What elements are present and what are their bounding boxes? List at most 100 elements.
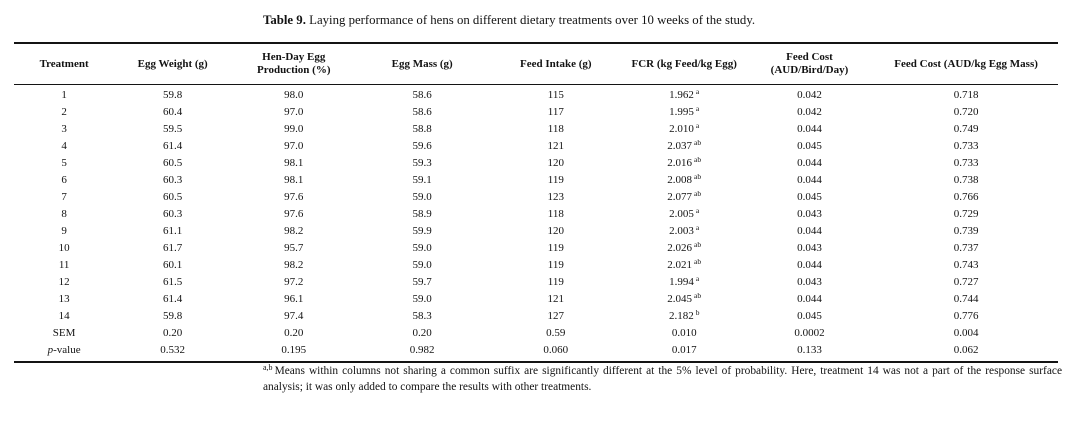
row-label: 5 bbox=[61, 157, 67, 169]
row-label: p-value bbox=[47, 344, 81, 356]
significance-superscript: ab bbox=[694, 155, 702, 164]
cell: 97.0 bbox=[284, 140, 304, 152]
cell: 0.044 bbox=[797, 225, 822, 237]
significance-superscript: ab bbox=[694, 291, 702, 300]
cell: 58.3 bbox=[412, 310, 432, 322]
column-header: Egg Mass (g) bbox=[356, 43, 488, 85]
cell: 59.0 bbox=[412, 293, 432, 305]
cell-fcr: 1.995 a bbox=[669, 104, 700, 118]
cell: 59.0 bbox=[412, 259, 432, 271]
row-label: SEM bbox=[52, 327, 76, 339]
table-row: 1 59.8 98.0 58.6 115 1.962 a 0.042 0.718 bbox=[14, 85, 1058, 105]
cell: 98.0 bbox=[284, 89, 304, 101]
table-row: 13 61.4 96.1 59.0 121 2.045 ab 0.044 0.744 bbox=[14, 291, 1058, 308]
table-body: 1 59.8 98.0 58.6 115 1.962 a 0.042 0.718 2 60.4 97.… bbox=[14, 85, 1058, 363]
cell-fcr: 0.010 bbox=[671, 327, 697, 339]
cell: 0.59 bbox=[546, 327, 566, 339]
cell: 0.044 bbox=[797, 174, 822, 186]
significance-superscript: a bbox=[695, 206, 700, 215]
cell: 0.043 bbox=[797, 276, 822, 288]
cell: 0.733 bbox=[953, 157, 979, 169]
cell-fcr: 2.037 ab bbox=[667, 138, 702, 152]
cell: 58.8 bbox=[412, 123, 432, 135]
cell: 0.766 bbox=[953, 191, 979, 203]
row-label: 2 bbox=[61, 106, 67, 118]
cell: 0.729 bbox=[953, 208, 979, 220]
cell: 118 bbox=[547, 123, 564, 135]
cell: 121 bbox=[547, 140, 565, 152]
cell: 95.7 bbox=[284, 242, 304, 254]
cell: 0.720 bbox=[953, 106, 979, 118]
cell: 0.062 bbox=[953, 344, 979, 356]
cell: 0.044 bbox=[797, 157, 822, 169]
cell: 0.744 bbox=[953, 293, 979, 305]
cell: 0.043 bbox=[797, 242, 822, 254]
cell: 0.004 bbox=[953, 327, 979, 339]
cell-fcr: 1.962 a bbox=[669, 87, 700, 101]
significance-superscript: ab bbox=[694, 240, 702, 249]
cell: 0.044 bbox=[797, 123, 822, 135]
cell: 98.2 bbox=[284, 225, 304, 237]
cell: 119 bbox=[547, 242, 564, 254]
cell: 97.4 bbox=[284, 310, 304, 322]
table-row: p-value 0.532 0.195 0.982 0.060 0.017 0.133 0.0… bbox=[14, 342, 1058, 362]
cell-fcr: 2.008 ab bbox=[667, 172, 702, 186]
cell-fcr: 2.182 b bbox=[668, 308, 700, 322]
row-label: 1 bbox=[61, 89, 67, 101]
cell: 119 bbox=[547, 174, 564, 186]
header-row: Treatment Egg Weight (g) Hen-Day Egg Produ… bbox=[14, 43, 1058, 85]
row-label: 12 bbox=[58, 276, 70, 288]
cell: 120 bbox=[547, 157, 565, 169]
significance-superscript: ab bbox=[694, 257, 702, 266]
cell-fcr: 2.021 ab bbox=[667, 257, 702, 271]
cell: 0.737 bbox=[953, 242, 979, 254]
table-row: 9 61.1 98.2 59.9 120 2.003 a 0.044 0.739 bbox=[14, 223, 1058, 240]
cell: 0.20 bbox=[412, 327, 432, 339]
cell: 0.718 bbox=[953, 89, 979, 101]
laying-performance-table: Treatment Egg Weight (g) Hen-Day Egg Produ… bbox=[14, 42, 1058, 363]
table-row: 3 59.5 99.0 58.8 118 2.010 a 0.044 0.749 bbox=[14, 121, 1058, 138]
table-row: SEM 0.20 0.20 0.20 0.59 0.010 0.0002 0.004 bbox=[14, 325, 1058, 342]
cell: 61.7 bbox=[163, 242, 183, 254]
cell: 97.6 bbox=[284, 191, 304, 203]
cell: 59.6 bbox=[412, 140, 432, 152]
cell: 61.1 bbox=[163, 225, 183, 237]
cell: 59.1 bbox=[412, 174, 432, 186]
row-label: 13 bbox=[58, 293, 70, 305]
cell: 58.6 bbox=[412, 106, 432, 118]
column-header: Hen-Day Egg Production (%) bbox=[231, 43, 357, 85]
cell: 119 bbox=[547, 276, 564, 288]
cell: 0.776 bbox=[953, 310, 979, 322]
row-label: 4 bbox=[61, 140, 67, 152]
cell: 0.0002 bbox=[794, 327, 825, 339]
row-label: 10 bbox=[58, 242, 70, 254]
cell: 98.1 bbox=[284, 157, 304, 169]
cell: 60.4 bbox=[163, 106, 183, 118]
cell: 0.045 bbox=[797, 310, 822, 322]
cell: 61.4 bbox=[163, 293, 183, 305]
cell: 60.3 bbox=[163, 174, 183, 186]
table-row: 10 61.7 95.7 59.0 119 2.026 ab 0.043 0.737 bbox=[14, 240, 1058, 257]
cell: 58.6 bbox=[412, 89, 432, 101]
cell-fcr: 2.016 ab bbox=[667, 155, 702, 169]
table-row: 2 60.4 97.0 58.6 117 1.995 a 0.042 0.720 bbox=[14, 104, 1058, 121]
cell: 60.5 bbox=[163, 157, 183, 169]
significance-superscript: ab bbox=[694, 189, 702, 198]
cell: 117 bbox=[547, 106, 564, 118]
row-label: 11 bbox=[58, 259, 70, 271]
cell: 0.749 bbox=[953, 123, 979, 135]
table-row: 8 60.3 97.6 58.9 118 2.005 a 0.043 0.729 bbox=[14, 206, 1058, 223]
cell: 0.739 bbox=[953, 225, 979, 237]
significance-superscript: ab bbox=[694, 172, 702, 181]
cell: 120 bbox=[547, 225, 565, 237]
cell: 96.1 bbox=[284, 293, 304, 305]
table-row: 4 61.4 97.0 59.6 121 2.037 ab 0.045 0.733 bbox=[14, 138, 1058, 155]
cell: 97.6 bbox=[284, 208, 304, 220]
cell: 118 bbox=[547, 208, 564, 220]
column-header: Feed Cost (AUD/Bird/Day) bbox=[744, 43, 875, 85]
row-label: 6 bbox=[61, 174, 67, 186]
significance-superscript: b bbox=[695, 308, 700, 317]
row-label: 7 bbox=[61, 191, 67, 203]
column-header: Egg Weight (g) bbox=[114, 43, 232, 85]
cell: 98.2 bbox=[284, 259, 304, 271]
